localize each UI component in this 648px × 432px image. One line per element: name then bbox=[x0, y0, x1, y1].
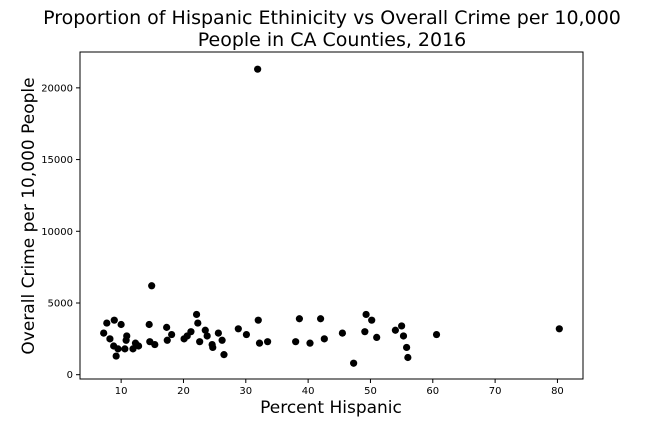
data-point bbox=[100, 329, 108, 337]
data-point bbox=[110, 316, 118, 324]
x-tick-label: 70 bbox=[489, 386, 502, 397]
data-point bbox=[373, 333, 381, 342]
data-point bbox=[220, 351, 228, 359]
data-point bbox=[399, 332, 408, 340]
data-point bbox=[163, 336, 171, 344]
data-point bbox=[201, 326, 209, 334]
data-point bbox=[368, 316, 376, 324]
data-point bbox=[306, 339, 314, 347]
y-tick-label: 15000 bbox=[41, 155, 73, 166]
data-point bbox=[129, 345, 137, 353]
data-point bbox=[163, 323, 171, 331]
x-tick-label: 10 bbox=[115, 386, 128, 397]
chart-title-line-1: Proportion of Hispanic Ethinicity vs Ove… bbox=[43, 7, 621, 29]
data-point bbox=[106, 335, 114, 343]
y-tick-label: 20000 bbox=[41, 83, 73, 94]
data-point bbox=[255, 339, 264, 347]
data-point bbox=[187, 328, 195, 336]
data-point bbox=[196, 338, 204, 346]
data-point bbox=[242, 330, 251, 339]
data-point bbox=[192, 310, 201, 319]
data-point bbox=[218, 336, 226, 344]
y-axis: 0 5000 10000 15000 20000 bbox=[41, 83, 80, 381]
y-axis-label: Overall Crime per 10,000 People bbox=[19, 77, 39, 354]
data-point bbox=[555, 325, 563, 333]
data-point bbox=[295, 315, 304, 323]
data-point bbox=[398, 322, 406, 330]
data-point bbox=[404, 353, 412, 362]
data-point bbox=[209, 343, 217, 352]
data-point bbox=[114, 345, 122, 353]
data-point bbox=[234, 325, 242, 333]
data-point bbox=[134, 342, 143, 350]
data-point bbox=[254, 316, 262, 324]
x-tick-label: 80 bbox=[551, 386, 564, 397]
data-point bbox=[123, 332, 131, 340]
data-point bbox=[151, 340, 159, 349]
data-point bbox=[361, 328, 369, 336]
data-point bbox=[117, 320, 125, 329]
y-tick-label: 10000 bbox=[41, 227, 73, 238]
data-point bbox=[350, 359, 358, 367]
x-tick-label: 20 bbox=[177, 386, 190, 397]
data-point bbox=[362, 310, 370, 319]
x-tick-label: 50 bbox=[364, 386, 377, 397]
x-axis-label: Percent Hispanic bbox=[260, 398, 402, 418]
data-point bbox=[103, 319, 111, 327]
data-point bbox=[194, 319, 202, 327]
plot-area bbox=[79, 51, 584, 380]
data-point bbox=[292, 338, 300, 346]
y-tick-label: 0 bbox=[67, 370, 73, 381]
data-point bbox=[203, 332, 211, 340]
data-point bbox=[214, 329, 222, 337]
x-tick-label: 60 bbox=[426, 386, 439, 397]
data-points bbox=[100, 65, 563, 367]
x-axis: 10 20 30 40 50 60 70 80 bbox=[115, 379, 564, 397]
x-tick-label: 30 bbox=[239, 386, 252, 397]
data-point bbox=[264, 338, 272, 346]
data-point bbox=[168, 330, 176, 339]
x-tick-label: 40 bbox=[302, 386, 315, 397]
data-point bbox=[121, 345, 129, 353]
data-point bbox=[254, 65, 262, 73]
data-point bbox=[403, 343, 411, 352]
y-tick-label: 5000 bbox=[48, 298, 73, 309]
data-point bbox=[148, 282, 156, 290]
chart-title-line-2: People in CA Counties, 2016 bbox=[198, 29, 467, 51]
data-point bbox=[432, 330, 441, 339]
data-point bbox=[112, 352, 120, 360]
data-point bbox=[338, 329, 347, 337]
data-point bbox=[391, 326, 399, 334]
data-point bbox=[320, 335, 328, 343]
data-point bbox=[145, 320, 153, 329]
data-point bbox=[316, 315, 325, 323]
